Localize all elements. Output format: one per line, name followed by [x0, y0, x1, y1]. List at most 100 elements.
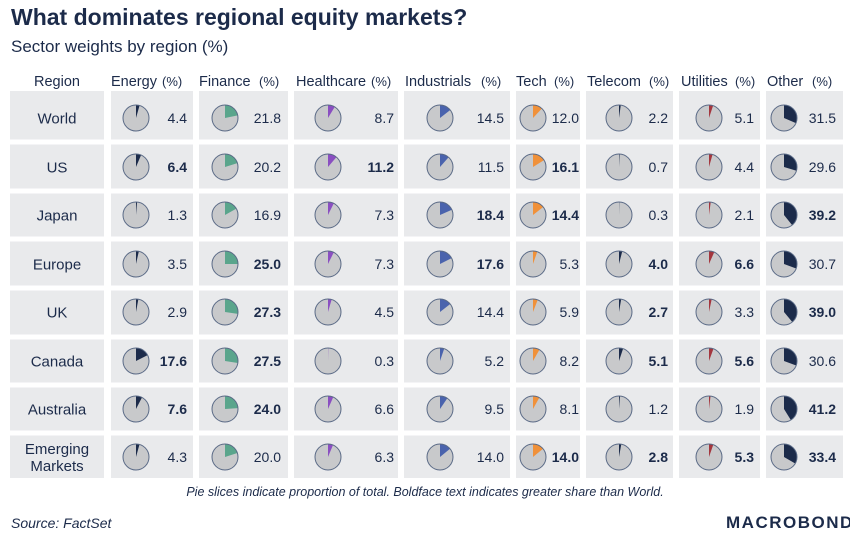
pie-outline: [519, 250, 547, 278]
pie-slice: [440, 396, 448, 409]
pie-outline: [519, 347, 547, 375]
header-unit: (%): [162, 74, 182, 89]
pie-cell: [519, 395, 547, 423]
pie-outline: [211, 347, 239, 375]
pie-outline: [426, 250, 454, 278]
value-label: 2.1: [735, 207, 755, 223]
pie-cell: [426, 250, 454, 278]
pie-cell: [519, 298, 547, 326]
header-sector: Finance: [199, 74, 251, 90]
column-bg-6: [679, 91, 760, 478]
pie-outline: [605, 250, 633, 278]
pie-cell: [695, 250, 723, 278]
pie-cell: [211, 153, 239, 181]
pie-slice: [328, 202, 334, 215]
pie-cell: [770, 298, 798, 326]
pie-outline: [426, 298, 454, 326]
pie-outline: [605, 298, 633, 326]
pie-slice: [784, 251, 798, 269]
pie-outline: [770, 104, 798, 132]
pie-cell: [770, 153, 798, 181]
region-label: Japan: [37, 208, 78, 225]
pie-cell: [211, 201, 239, 229]
pie-outline: [426, 395, 454, 423]
chart-title: What dominates regional equity markets?: [11, 4, 468, 30]
pie-outline: [122, 298, 150, 326]
value-label: 0.7: [649, 159, 669, 175]
pie-outline: [770, 153, 798, 181]
pie-slice: [328, 444, 334, 457]
column-bg-3: [404, 91, 510, 478]
pie-outline: [770, 443, 798, 471]
pie-cell: [605, 443, 633, 471]
pie-slice: [709, 299, 712, 312]
row-separator-6: [0, 430, 850, 436]
pie-cell: [605, 201, 633, 229]
region-label: Australia: [28, 402, 87, 419]
pie-outline: [605, 153, 633, 181]
column-bg-1: [199, 91, 288, 478]
pie-outline: [695, 395, 723, 423]
header-sector: Other: [767, 74, 803, 90]
region-label: Canada: [31, 354, 84, 371]
region-label: Europe: [33, 257, 81, 274]
pie-cell: [314, 347, 342, 375]
pie-slice: [619, 104, 621, 118]
pie-outline: [770, 347, 798, 375]
pie-slice: [533, 396, 540, 409]
region-label: US: [47, 160, 68, 177]
header-sector: Utilities: [681, 74, 728, 90]
pie-cell: [519, 443, 547, 471]
pie-outline: [695, 104, 723, 132]
pie-cell: [519, 153, 547, 181]
row-separator-5: [0, 382, 850, 388]
value-label: 2.8: [649, 449, 669, 465]
chart-subtitle: Sector weights by region (%): [11, 37, 229, 56]
pie-slice: [136, 444, 140, 457]
row-separator-0: [0, 139, 850, 145]
pie-outline: [211, 443, 239, 471]
pie-outline: [605, 443, 633, 471]
pie-outline: [314, 298, 342, 326]
pie-cell: [314, 201, 342, 229]
value-label: 1.2: [649, 401, 669, 417]
pie-outline: [426, 201, 454, 229]
value-label: 17.6: [477, 256, 504, 272]
pie-cell: [695, 201, 723, 229]
pie-slice: [709, 444, 714, 457]
pie-cell: [122, 395, 150, 423]
pie-cell: [426, 443, 454, 471]
pie-slice: [136, 250, 139, 264]
value-label: 4.0: [649, 256, 669, 272]
pie-slice: [784, 396, 797, 421]
value-label: 5.1: [649, 353, 669, 369]
pie-cell: [314, 104, 342, 132]
row-separator-2: [0, 236, 850, 242]
column-bg-0: [111, 91, 193, 478]
pie-slice: [533, 348, 540, 361]
pie-cell: [211, 298, 239, 326]
pie-slice: [533, 202, 544, 215]
source-note: Source: FactSet: [11, 515, 112, 531]
pie-cell: [605, 347, 633, 375]
value-label: 2.2: [649, 110, 669, 126]
pie-outline: [314, 443, 342, 471]
row-separator-4: [0, 334, 850, 340]
pie-slice: [328, 105, 335, 118]
pie-outline: [426, 443, 454, 471]
pie-cell: [519, 104, 547, 132]
pie-outline: [519, 104, 547, 132]
value-label: 39.2: [809, 207, 836, 223]
pie-outline: [314, 347, 342, 375]
pie-slice: [784, 299, 798, 323]
pie-slice: [709, 201, 711, 215]
value-label: 6.6: [375, 401, 395, 417]
region-column-bg: [10, 91, 104, 478]
pie-cell: [211, 347, 239, 375]
pie-outline: [695, 201, 723, 229]
pie-slice: [784, 202, 797, 226]
pie-cell: [695, 347, 723, 375]
pie-cell: [211, 104, 239, 132]
value-label: 30.7: [809, 256, 836, 272]
value-label: 17.6: [160, 353, 187, 369]
